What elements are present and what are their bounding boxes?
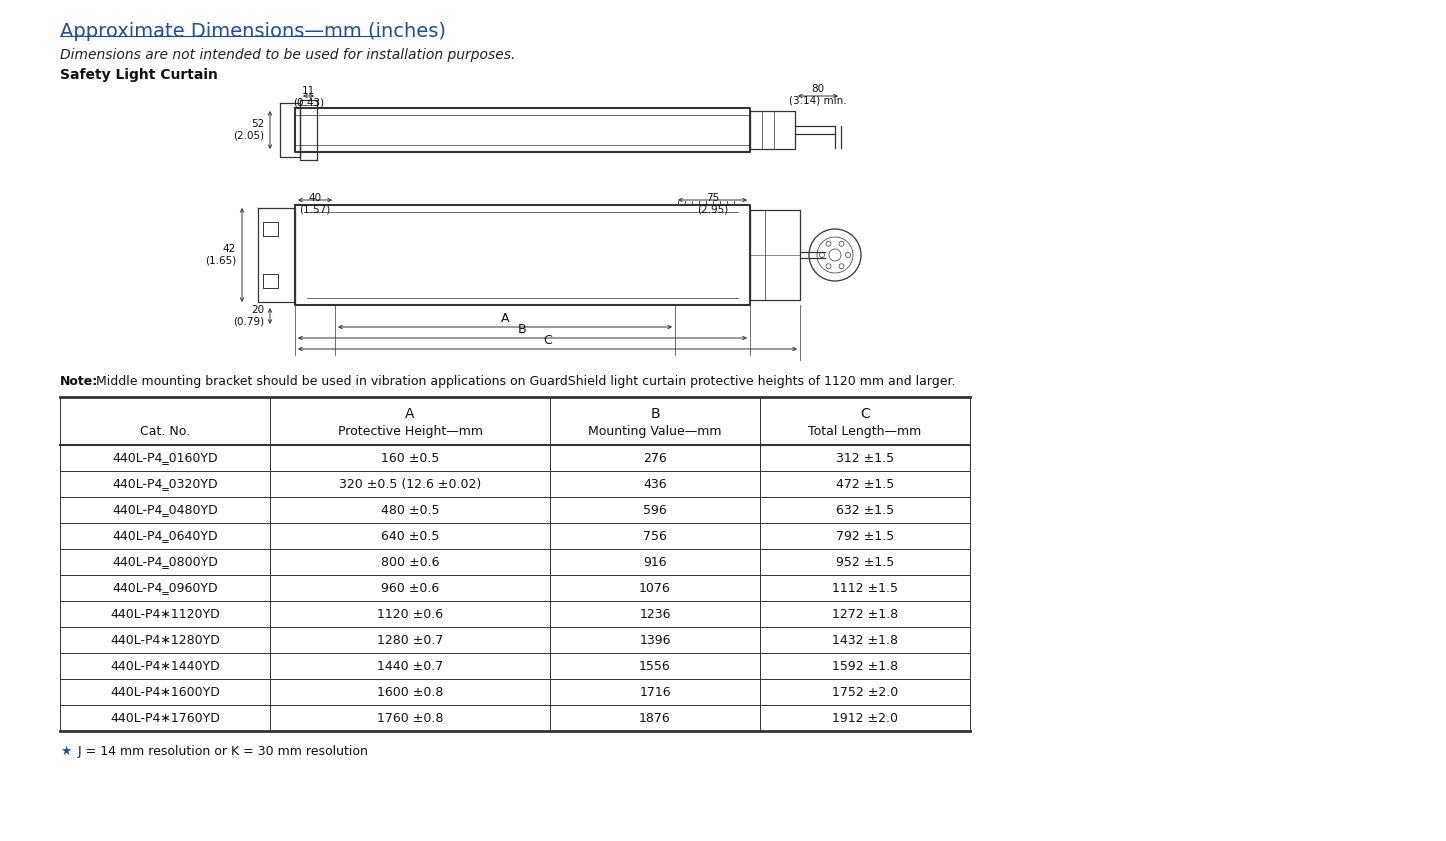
Text: 160 ±0.5: 160 ±0.5 bbox=[380, 452, 440, 464]
Text: 320 ±0.5 (12.6 ±0.02): 320 ±0.5 (12.6 ±0.02) bbox=[338, 478, 482, 490]
Text: Safety Light Curtain: Safety Light Curtain bbox=[59, 68, 218, 82]
Text: Approximate Dimensions—mm (inches): Approximate Dimensions—mm (inches) bbox=[59, 22, 445, 41]
Text: 632 ±1.5: 632 ±1.5 bbox=[836, 504, 894, 516]
Text: Protective Height—mm: Protective Height—mm bbox=[337, 425, 483, 438]
Text: 11
(0.43): 11 (0.43) bbox=[294, 86, 324, 108]
Text: A: A bbox=[405, 407, 415, 421]
Text: 596: 596 bbox=[643, 504, 667, 516]
Text: 440L-P4‗0480YD: 440L-P4‗0480YD bbox=[113, 504, 218, 516]
Text: 640 ±0.5: 640 ±0.5 bbox=[380, 530, 440, 542]
Text: C: C bbox=[544, 334, 552, 347]
Text: 440L-P4‗0640YD: 440L-P4‗0640YD bbox=[113, 530, 218, 542]
Text: C: C bbox=[860, 407, 870, 421]
Text: 1752 ±2.0: 1752 ±2.0 bbox=[831, 685, 898, 699]
Text: 40
(1.57): 40 (1.57) bbox=[299, 193, 331, 214]
Text: 1280 ±0.7: 1280 ±0.7 bbox=[377, 633, 442, 647]
Text: 440L-P4∗1600YD: 440L-P4∗1600YD bbox=[110, 685, 220, 699]
Text: Mounting Value—mm: Mounting Value—mm bbox=[589, 425, 722, 438]
Text: 1912 ±2.0: 1912 ±2.0 bbox=[831, 711, 898, 724]
Text: 1600 ±0.8: 1600 ±0.8 bbox=[377, 685, 442, 699]
Text: Dimensions are not intended to be used for installation purposes.: Dimensions are not intended to be used f… bbox=[59, 48, 515, 62]
Text: 1592 ±1.8: 1592 ±1.8 bbox=[831, 659, 898, 673]
Text: 276: 276 bbox=[643, 452, 667, 464]
Text: A: A bbox=[500, 312, 509, 325]
Text: 436: 436 bbox=[643, 478, 667, 490]
Text: Total Length—mm: Total Length—mm bbox=[808, 425, 921, 438]
Text: 1556: 1556 bbox=[639, 659, 671, 673]
Text: 1716: 1716 bbox=[639, 685, 671, 699]
Text: 1120 ±0.6: 1120 ±0.6 bbox=[377, 607, 442, 621]
Text: B: B bbox=[518, 323, 526, 336]
Text: 756: 756 bbox=[643, 530, 667, 542]
Text: 1432 ±1.8: 1432 ±1.8 bbox=[831, 633, 898, 647]
Text: 1396: 1396 bbox=[639, 633, 671, 647]
Text: 440L-P4∗1280YD: 440L-P4∗1280YD bbox=[110, 633, 220, 647]
Text: 20
(0.79): 20 (0.79) bbox=[233, 305, 265, 327]
Text: 440L-P4‗0160YD: 440L-P4‗0160YD bbox=[113, 452, 218, 464]
Text: 1760 ±0.8: 1760 ±0.8 bbox=[377, 711, 442, 724]
Text: Cat. No.: Cat. No. bbox=[140, 425, 189, 438]
Text: 1236: 1236 bbox=[639, 607, 671, 621]
Text: 480 ±0.5: 480 ±0.5 bbox=[380, 504, 440, 516]
Text: ★: ★ bbox=[59, 745, 71, 758]
Text: 440L-P4∗1760YD: 440L-P4∗1760YD bbox=[110, 711, 220, 724]
Text: 800 ±0.6: 800 ±0.6 bbox=[380, 556, 440, 569]
Text: 1876: 1876 bbox=[639, 711, 671, 724]
Text: 1272 ±1.8: 1272 ±1.8 bbox=[831, 607, 898, 621]
Text: 916: 916 bbox=[643, 556, 667, 569]
Text: 75
(2.95): 75 (2.95) bbox=[697, 193, 729, 214]
Text: 952 ±1.5: 952 ±1.5 bbox=[836, 556, 894, 569]
Text: Note:: Note: bbox=[59, 375, 98, 388]
Text: Middle mounting bracket should be used in vibration applications on GuardShield : Middle mounting bracket should be used i… bbox=[93, 375, 956, 388]
Text: 440L-P4‗0960YD: 440L-P4‗0960YD bbox=[113, 581, 218, 595]
Text: B: B bbox=[651, 407, 659, 421]
Text: 1076: 1076 bbox=[639, 581, 671, 595]
Text: 440L-P4∗1440YD: 440L-P4∗1440YD bbox=[110, 659, 220, 673]
Text: 312 ±1.5: 312 ±1.5 bbox=[836, 452, 894, 464]
Text: 440L-P4‗0800YD: 440L-P4‗0800YD bbox=[111, 556, 218, 569]
Text: 80
(3.14) min.: 80 (3.14) min. bbox=[790, 84, 847, 106]
Text: 440L-P4‗0320YD: 440L-P4‗0320YD bbox=[113, 478, 218, 490]
Text: 1440 ±0.7: 1440 ±0.7 bbox=[377, 659, 442, 673]
Text: 960 ±0.6: 960 ±0.6 bbox=[380, 581, 440, 595]
Text: 792 ±1.5: 792 ±1.5 bbox=[836, 530, 894, 542]
Text: 472 ±1.5: 472 ±1.5 bbox=[836, 478, 894, 490]
Text: 1112 ±1.5: 1112 ±1.5 bbox=[831, 581, 898, 595]
Text: 440L-P4∗1120YD: 440L-P4∗1120YD bbox=[110, 607, 220, 621]
Text: 52
(2.05): 52 (2.05) bbox=[233, 119, 265, 140]
Text: 42
(1.65): 42 (1.65) bbox=[205, 244, 236, 266]
Text: J = 14 mm resolution or K = 30 mm resolution: J = 14 mm resolution or K = 30 mm resolu… bbox=[74, 745, 367, 758]
